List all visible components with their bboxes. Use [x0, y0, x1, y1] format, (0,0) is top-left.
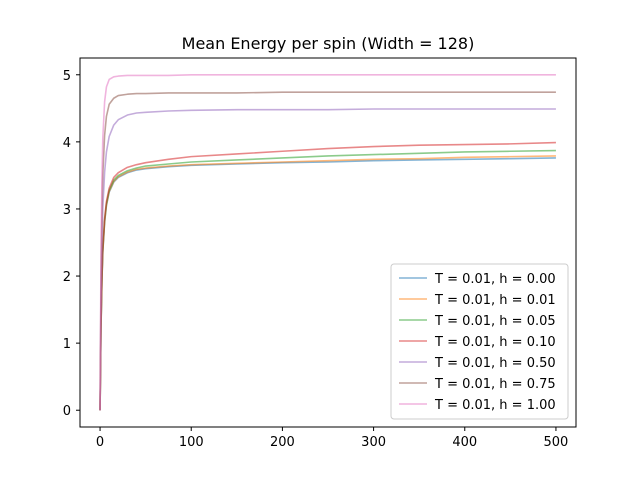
- legend-box: [390, 263, 569, 420]
- y-tick-label: 4: [63, 136, 71, 151]
- legend-label-2: T = 0.01, h = 0.05: [434, 314, 556, 329]
- y-tick-label: 3: [63, 203, 71, 218]
- legend-label-4: T = 0.01, h = 0.50: [434, 356, 556, 371]
- x-tick-label: 0: [96, 435, 104, 450]
- y-tick-label: 2: [63, 270, 71, 285]
- series-line-6: [99, 73, 556, 411]
- y-tick-label: 5: [63, 69, 71, 84]
- legend: T = 0.01, h = 0.00 T = 0.01, h = 0.01 T = …: [390, 263, 569, 420]
- x-tick-label: 500: [544, 435, 569, 450]
- x-tick-label: 100: [179, 435, 204, 450]
- x-tick-label: 400: [452, 435, 477, 450]
- plot-lines: [99, 73, 556, 411]
- x-tick-label: 200: [270, 435, 295, 450]
- legend-label-0: T = 0.01, h = 0.00: [434, 272, 556, 287]
- x-axis: 0 100 200 300 400 500: [96, 427, 568, 450]
- series-line-3: [99, 141, 556, 411]
- series-line-4: [99, 108, 556, 411]
- y-tick-label: 0: [63, 404, 71, 419]
- y-axis: 0 1 2 3 4 5: [63, 69, 80, 419]
- chart-title: Mean Energy per spin (Width = 128): [182, 34, 475, 53]
- legend-label-1: T = 0.01, h = 0.01: [434, 293, 556, 308]
- legend-label-3: T = 0.01, h = 0.10: [434, 335, 556, 350]
- legend-label-5: T = 0.01, h = 0.75: [434, 377, 556, 392]
- x-tick-label: 300: [361, 435, 386, 450]
- series-line-5: [99, 91, 556, 411]
- legend-label-6: T = 0.01, h = 1.00: [434, 398, 556, 413]
- plot-frame: [79, 57, 577, 428]
- y-tick-label: 1: [63, 337, 71, 352]
